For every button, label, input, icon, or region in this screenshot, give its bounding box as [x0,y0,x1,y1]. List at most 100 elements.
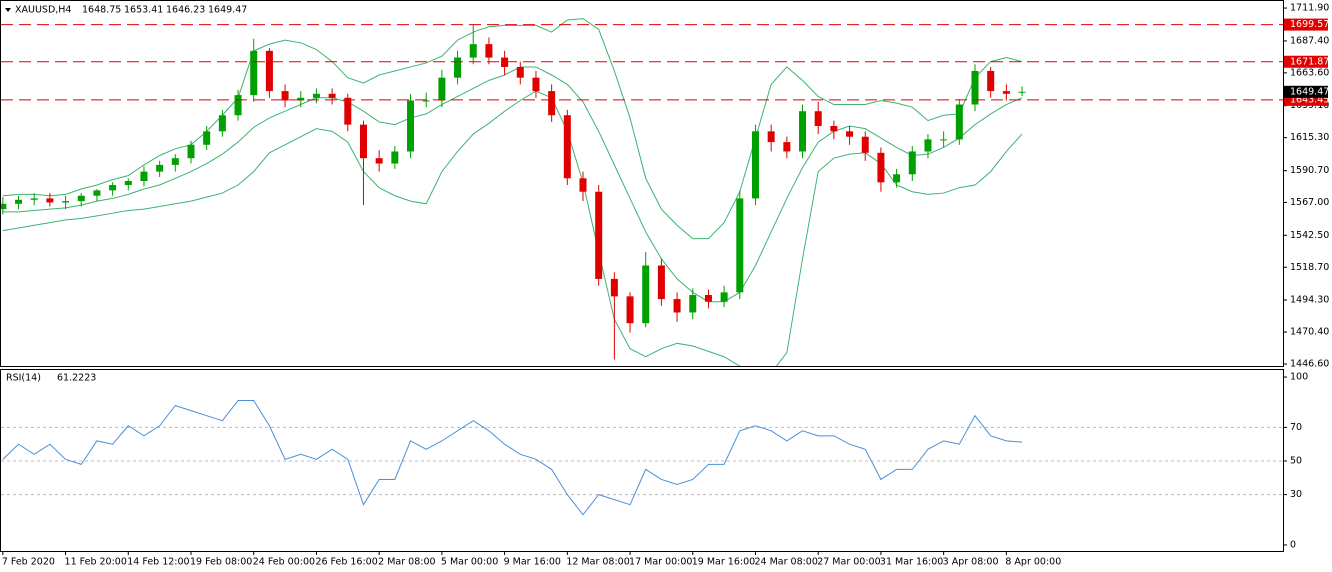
ohlc-label: 1646.23 [166,5,205,16]
y-tick-label: 0 [1290,539,1296,550]
candle-body [15,199,23,204]
last-price-tag [1284,85,1328,98]
y-tick-label: 1590.70 [1290,165,1329,176]
price-level-tag [1284,18,1328,31]
y-tick-label: 1494.30 [1290,294,1329,305]
rsi-line [2,400,1023,516]
x-tick-label: 19 Mar 16:00 [692,557,755,568]
candle-body [987,70,995,92]
candle-body [281,91,289,101]
candle-body [391,151,399,164]
price-level-label: 1671.87 [1290,56,1329,67]
candle-body [846,131,854,137]
ohlc-label: 1648.75 [82,5,121,16]
x-tick-label: 24 Feb 00:00 [253,557,315,568]
candle-body [140,171,148,181]
candle-body [689,295,697,313]
menu-icon [5,8,11,12]
candle-body [799,111,807,152]
candle-body [908,151,916,175]
candle-body [234,95,242,116]
candle-body [156,164,164,172]
y-tick-label: 1446.60 [1290,358,1329,369]
candle-body [563,115,571,179]
candle-body [46,198,54,203]
candle-body [720,292,728,302]
candle-body [751,131,759,199]
candle-body [532,77,540,92]
candle-body [109,185,117,191]
candle-body [767,131,775,143]
candle-body [422,100,430,102]
candle-body [516,66,524,78]
y-tick-label: 70 [1290,422,1302,433]
x-tick-label: 19 Feb 08:00 [190,557,252,568]
indicator-label: RSI(14) [6,373,41,384]
candle-body [595,191,603,279]
candle-body [485,44,493,58]
candle-body [250,50,258,96]
candle-body [265,50,273,92]
y-tick-label: 1567.00 [1290,197,1329,208]
y-tick-label: 100 [1290,372,1308,383]
bollinger-band [2,90,1023,366]
x-tick-label: 14 Feb 12:00 [127,557,189,568]
candle-body [610,278,618,297]
candle-body [203,131,211,145]
candle-body [1002,91,1010,94]
x-tick-label: 5 Mar 00:00 [441,557,498,568]
symbol-label: XAUUSD,H4 [15,5,71,16]
price-level-label: 1643.45 [1290,94,1329,105]
candle-body [77,195,85,202]
candle-body [657,265,665,300]
candle-body [1018,91,1026,93]
x-tick-label: 7 Feb 2020 [2,557,55,568]
candle-body [454,57,462,78]
x-tick-label: 8 Apr 00:00 [1005,557,1061,568]
candle-body [171,158,179,165]
candle-body [579,178,587,192]
candle-body [877,152,885,183]
candle-body [62,201,70,203]
x-tick-label: 26 Feb 16:00 [315,557,377,568]
y-tick-label: 30 [1290,489,1302,500]
candle-body [955,104,963,140]
rsi-panel [0,369,1284,552]
candle-body [548,91,556,116]
candle-body [736,198,744,293]
candle-body [297,97,305,101]
candle-body [328,93,336,98]
y-tick-label: 1615.30 [1290,132,1329,143]
x-tick-label: 12 Mar 08:00 [566,557,629,568]
labels: XAUUSD,H4 1648.75 1653.41 1646.23 1649.47 171… [2,3,1329,568]
candle-body [30,198,38,200]
y-tick-label: 1687.40 [1290,35,1329,46]
candle-body [344,97,352,125]
candle-body [375,158,383,164]
x-tick-label: 3 Apr 08:00 [943,557,999,568]
candle-body [407,100,415,152]
x-tick-label: 17 Mar 00:00 [629,557,692,568]
candle-body [642,265,650,324]
candle-body [861,136,869,153]
price-level-tag [1284,55,1328,68]
y-tick-label: 50 [1290,456,1302,467]
y-tick-label: 1542.50 [1290,230,1329,241]
candle-body [971,70,979,105]
y-tick-label: 1518.70 [1290,262,1329,273]
main-panel [0,0,1284,367]
bollinger-band [2,18,1023,240]
x-tick-label: 27 Mar 00:00 [817,557,880,568]
candle-body [924,139,932,152]
candle-body [359,124,367,159]
ohlc-label: 1653.41 [124,5,163,16]
main-plot [1,18,1283,366]
price-level-label: 1699.57 [1290,19,1329,30]
last-price-label: 1649.47 [1290,86,1329,97]
rsi-plot [1,400,1283,516]
candle-body [940,139,948,141]
candle-body [814,111,822,126]
candle-body [673,299,681,313]
